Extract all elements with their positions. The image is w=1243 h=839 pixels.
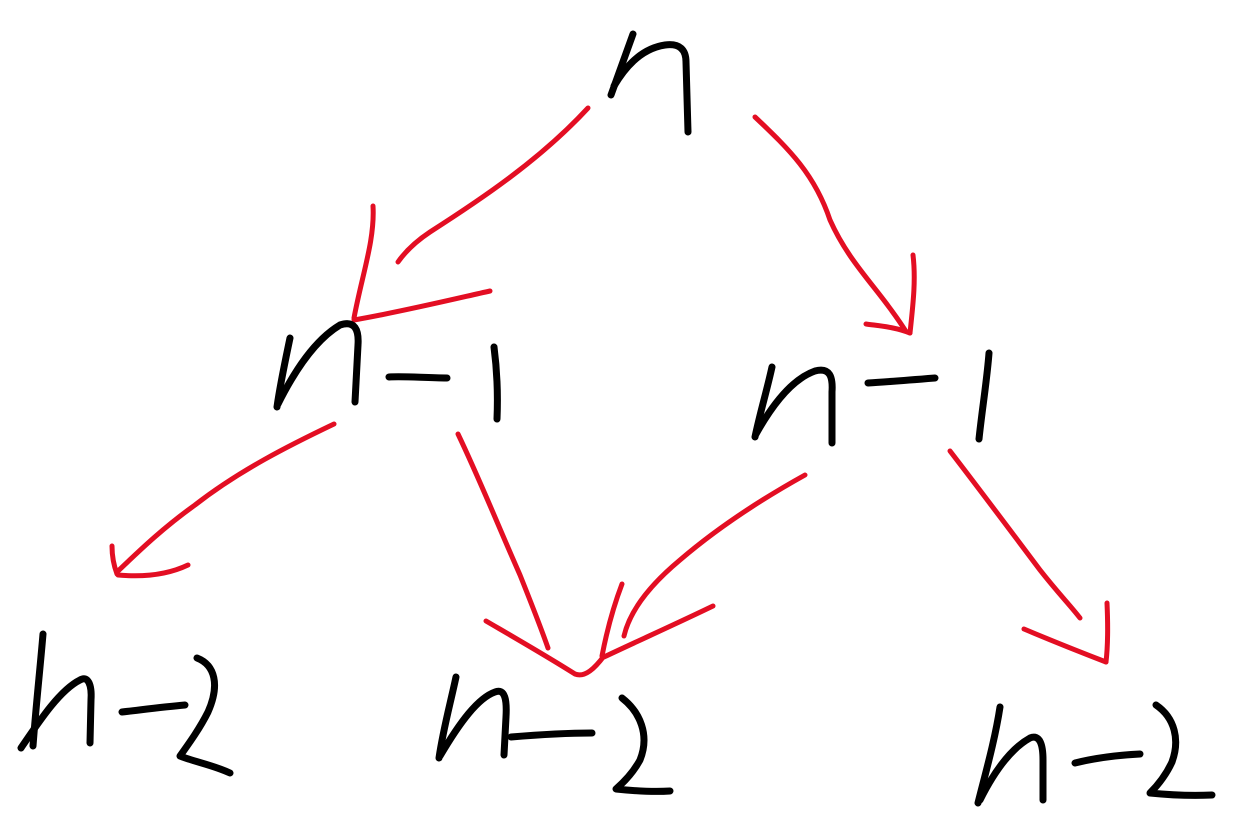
node-right-child: n-1 [751,349,993,447]
edge-root-to-left-child [351,105,591,323]
edge-left-child-to-left-left-grandchild [109,421,337,579]
node-shared-grandchild: n-2 [435,673,674,795]
node-left-left-grandchild: n-2 [17,630,234,777]
edge-right-child-to-right-right-grandchild [947,448,1111,665]
node-right-right-grandchild: n-2 [974,701,1216,807]
edge-left-child-to-shared-grandchild [455,431,607,678]
edge-right-child-to-shared-grandchild [599,472,808,660]
node-root: n [607,30,692,136]
node-left-child: n-1 [273,320,501,423]
edge-root-to-right-child [752,114,917,336]
